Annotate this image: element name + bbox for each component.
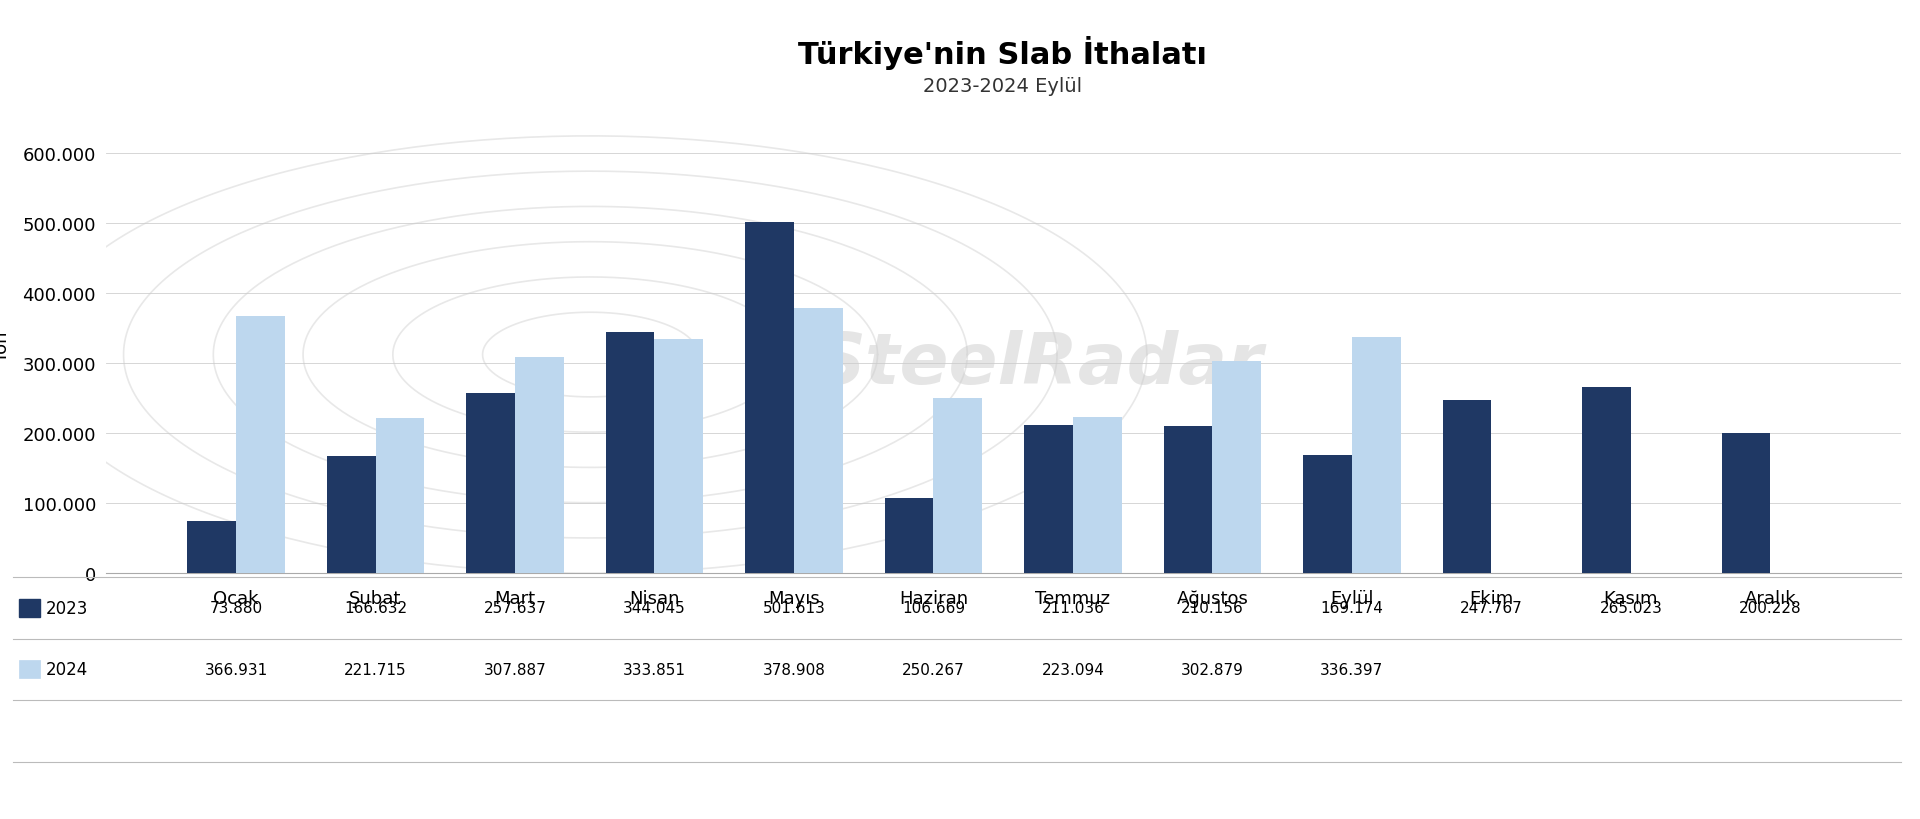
Text: 247.767: 247.767: [1459, 600, 1523, 616]
Text: 2023: 2023: [46, 600, 88, 617]
Text: 307.887: 307.887: [484, 662, 547, 677]
Bar: [188, 522, 236, 573]
Bar: [326, 457, 376, 573]
Text: Türkiye'nin Slab İthalatı: Türkiye'nin Slab İthalatı: [797, 36, 1208, 70]
Bar: [1442, 400, 1492, 573]
Text: 333.851: 333.851: [622, 662, 685, 677]
Text: 223.094: 223.094: [1041, 662, 1104, 677]
Bar: [1023, 426, 1073, 573]
Text: 250.267: 250.267: [902, 662, 966, 677]
Text: 2024: 2024: [46, 661, 88, 678]
Bar: [1164, 427, 1212, 573]
Text: 210.156: 210.156: [1181, 600, 1244, 616]
Bar: [1073, 418, 1121, 573]
Text: SteelRadar: SteelRadar: [814, 330, 1263, 399]
Bar: [885, 499, 933, 573]
Bar: [1582, 388, 1630, 573]
Text: 221.715: 221.715: [344, 662, 407, 677]
Bar: [1304, 455, 1352, 573]
Text: 501.613: 501.613: [762, 600, 826, 616]
Text: 106.669: 106.669: [902, 600, 966, 616]
Text: 265.023: 265.023: [1599, 600, 1663, 616]
Bar: [1212, 361, 1261, 573]
Text: 344.045: 344.045: [624, 600, 685, 616]
Bar: [236, 317, 284, 573]
Bar: [745, 223, 795, 573]
Bar: [655, 340, 703, 573]
Bar: [467, 393, 515, 573]
Text: 211.036: 211.036: [1041, 600, 1104, 616]
Bar: [933, 398, 983, 573]
Text: 378.908: 378.908: [762, 662, 826, 677]
Bar: [605, 333, 655, 573]
Text: 166.632: 166.632: [344, 600, 407, 616]
Text: 336.397: 336.397: [1321, 662, 1384, 677]
Text: 169.174: 169.174: [1321, 600, 1382, 616]
Bar: [1352, 338, 1402, 573]
Bar: [1722, 433, 1770, 573]
Y-axis label: Ton: Ton: [0, 331, 12, 361]
Text: 200.228: 200.228: [1740, 600, 1801, 616]
Text: 257.637: 257.637: [484, 600, 547, 616]
Text: 73.880: 73.880: [209, 600, 263, 616]
Text: 2023-2024 Eylül: 2023-2024 Eylül: [924, 76, 1081, 96]
Text: 366.931: 366.931: [204, 662, 267, 677]
Bar: [515, 358, 564, 573]
Bar: [795, 308, 843, 573]
Bar: [376, 419, 424, 573]
Text: 302.879: 302.879: [1181, 662, 1244, 677]
